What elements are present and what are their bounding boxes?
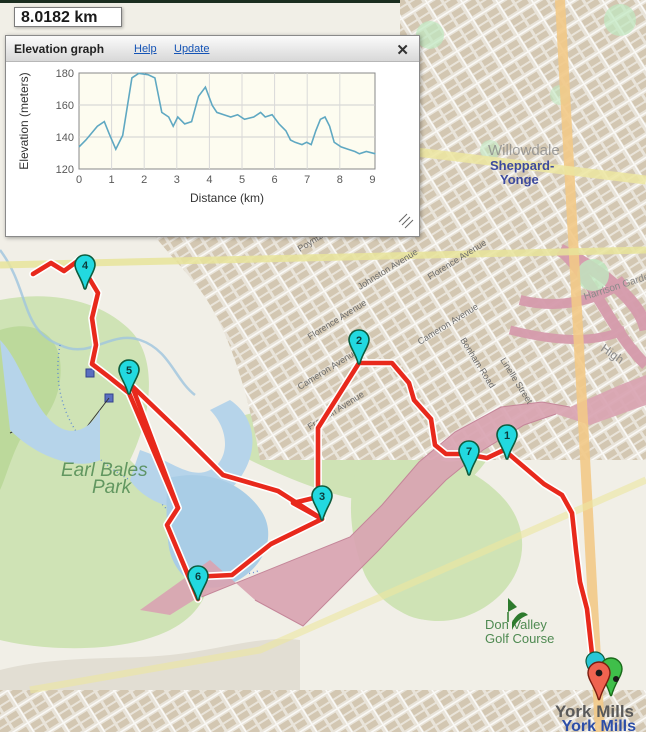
svg-text:7: 7 <box>466 446 472 458</box>
svg-text:Elevation (meters): Elevation (meters) <box>17 72 31 169</box>
svg-text:4: 4 <box>206 174 212 186</box>
svg-text:York Mills: York Mills <box>562 718 636 732</box>
svg-text:160: 160 <box>56 100 74 112</box>
svg-text:5: 5 <box>239 174 245 186</box>
svg-text:0: 0 <box>76 174 82 186</box>
svg-text:2: 2 <box>141 174 147 186</box>
svg-text:6: 6 <box>195 571 201 583</box>
svg-text:120: 120 <box>56 164 74 176</box>
svg-text:180: 180 <box>56 68 74 80</box>
svg-text:7: 7 <box>304 174 310 186</box>
svg-text:1: 1 <box>109 174 115 186</box>
svg-text:Park: Park <box>92 477 133 498</box>
svg-text:140: 140 <box>56 132 74 144</box>
svg-text:3: 3 <box>319 491 325 503</box>
svg-text:5: 5 <box>126 365 132 377</box>
svg-text:6: 6 <box>272 174 278 186</box>
svg-text:3: 3 <box>174 174 180 186</box>
svg-text:Golf Course: Golf Course <box>485 631 554 646</box>
svg-text:8: 8 <box>337 174 343 186</box>
svg-text:1: 1 <box>504 430 510 442</box>
svg-text:9: 9 <box>369 174 375 186</box>
svg-text:Sheppard-: Sheppard- <box>490 158 554 173</box>
svg-text:Yonge: Yonge <box>500 172 539 187</box>
svg-text:Willowdale: Willowdale <box>488 142 560 159</box>
svg-text:4: 4 <box>82 260 89 272</box>
svg-text:2: 2 <box>356 335 362 347</box>
svg-text:Distance (km): Distance (km) <box>190 191 264 205</box>
